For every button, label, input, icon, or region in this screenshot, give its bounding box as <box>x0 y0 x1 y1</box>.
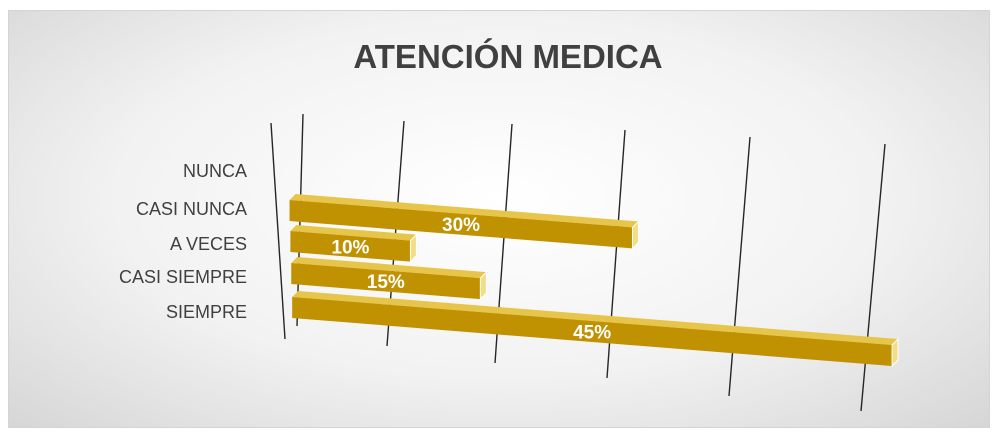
category-label: NUNCA <box>183 161 247 181</box>
data-label: 45% <box>573 322 611 343</box>
category-labels: NUNCA CASI NUNCA A VECES CASI SIEMPRE SIEMPR… <box>119 161 247 322</box>
bar-top-face <box>291 257 487 279</box>
chart-title: ATENCIÓN MEDICA <box>353 38 662 75</box>
data-label: 15% <box>367 272 405 293</box>
gridline <box>270 122 286 340</box>
bar-end-face <box>891 337 899 368</box>
category-label: CASI NUNCA <box>136 199 247 219</box>
gridline <box>860 143 886 412</box>
data-label: 10% <box>331 237 369 258</box>
category-label: A VECES <box>170 234 247 254</box>
bar-end-face <box>479 270 487 301</box>
chart-svg: ATENCIÓN MEDICA NUNCA CASI NUNCA A VECES CA… <box>119 38 899 412</box>
bars <box>289 194 899 368</box>
gridlines <box>270 113 886 412</box>
data-label: 30% <box>442 215 480 236</box>
category-label: CASI SIEMPRE <box>119 267 247 287</box>
data-labels: 30% 10% 15% 45% <box>331 215 611 343</box>
bar-top-face <box>290 225 417 241</box>
bar-top-face <box>292 291 899 345</box>
gridline <box>728 136 751 397</box>
bar-end-face <box>631 220 639 250</box>
bar-top-face <box>289 194 639 228</box>
bar <box>292 297 893 366</box>
bar <box>289 200 633 249</box>
chart-area: ATENCIÓN MEDICA NUNCA CASI NUNCA A VECES CA… <box>8 10 990 428</box>
category-label: SIEMPRE <box>166 302 247 322</box>
bar <box>290 231 411 262</box>
bar-end-face <box>409 233 417 263</box>
bar <box>291 263 481 300</box>
